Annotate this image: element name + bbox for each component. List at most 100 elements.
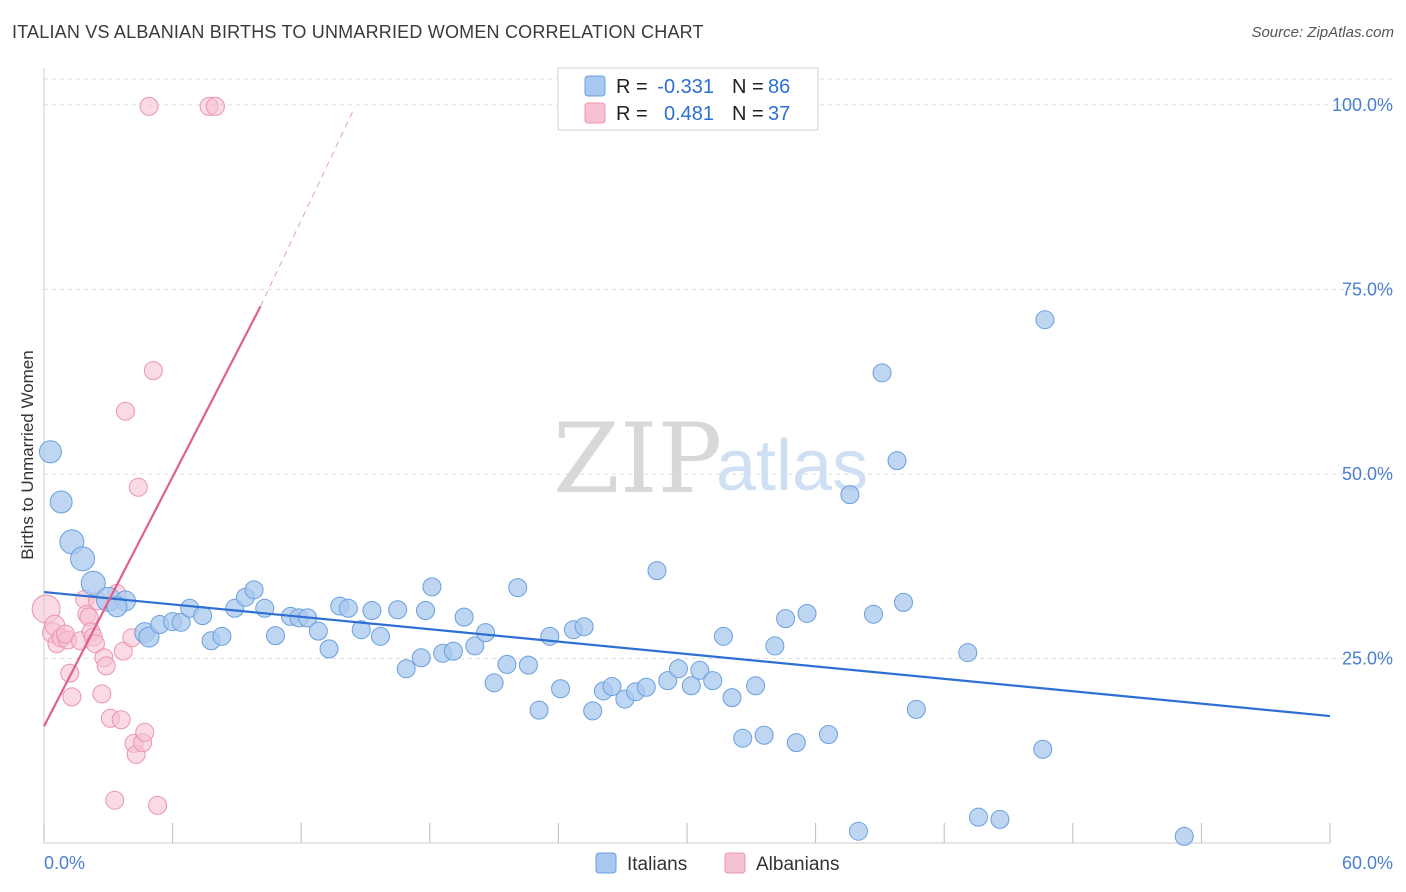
italians-point-42 [484,673,504,693]
italians-point-12 [171,612,191,632]
italians-point-61 [690,660,710,680]
albanians-point-36 [205,96,225,116]
italians-point-74 [848,821,868,841]
albanians-point-33 [143,361,163,381]
albanians-point-34 [148,795,168,815]
y-tick-label-2: 75.0% [1342,279,1393,299]
italians-point-72 [818,725,838,744]
italians-point-26 [319,639,339,659]
italians-point-32 [388,600,408,620]
series-legend-swatch-italians [595,852,617,874]
italians-point-58 [658,671,678,691]
italians-point-75 [863,604,883,624]
italians-point-31 [371,626,391,646]
italians-point-82 [990,809,1010,829]
italians-point-76 [872,363,892,383]
legend-r-value-italians: -0.331 [657,76,714,98]
italians-point-50 [574,617,594,637]
italians-point-46 [529,700,549,720]
source-credit: Source: ZipAtlas.com [1251,24,1394,41]
italians-point-79 [906,699,926,719]
italians-trend-line [43,590,1331,718]
italians-point-71 [797,603,817,623]
legend-swatch-italians [584,75,606,97]
legend-n-value-albanians: 37 [768,103,790,125]
grid-lines [44,78,1393,659]
albanians-point-32 [139,96,159,116]
albanians-point-25 [115,401,135,421]
italians-point-7 [106,596,128,618]
albanians-point-29 [128,477,148,497]
italians-point-30 [362,601,382,620]
italians-point-1 [49,490,73,514]
italians-point-62 [703,671,723,691]
italians-point-73 [840,485,860,505]
albanians-point-21 [105,790,125,810]
italians-point-3 [70,546,96,572]
italians-point-35 [416,601,436,620]
albanians-point-19 [96,656,116,676]
tick-labels: 25.0% 50.0% 75.0% 100.0% 0.0% 60.0% [44,95,1393,873]
italians-point-70 [786,733,806,753]
series-legend: Italians Albanians [595,852,839,875]
albanians-trend-extension [260,106,356,307]
italians-point-85 [1174,826,1194,846]
trend-lines [43,106,1331,727]
albanians-point-23 [111,710,131,730]
italians-point-43 [497,654,517,674]
italians-point-60 [681,676,701,696]
legend-n-label-albanians: N = [732,103,764,125]
italians-point-28 [338,598,358,618]
italians-point-69 [776,609,796,629]
italians-point-64 [722,688,742,708]
x-tick-label-0: 0.0% [44,853,85,873]
italians-point-53 [602,677,622,697]
legend-n-label-italians: N = [732,76,764,98]
italians-point-33 [396,659,416,679]
italians-point-44 [508,578,528,598]
watermark-zip: ZIP [553,403,722,515]
italians-point-77 [887,451,907,471]
italians-point-57 [647,561,667,581]
albanians-point-17 [92,684,112,704]
italians-point-83 [1033,739,1053,759]
italians-point-39 [454,607,474,627]
italians-point-67 [754,725,774,745]
y-tick-label-3: 100.0% [1332,95,1393,115]
y-tick-label-1: 50.0% [1342,464,1393,484]
italians-point-78 [893,592,913,612]
italians-point-59 [668,659,688,679]
legend-r-label-albanians: R = [616,103,648,125]
correlation-legend: R = -0.331 N = 86 R = 0.481 N = 37 [557,67,819,131]
italians-point-34 [411,648,431,668]
italians-point-14 [193,606,213,626]
italians-point-84 [1035,310,1055,330]
chart-title: ITALIAN VS ALBANIAN BIRTHS TO UNMARRIED … [12,22,704,42]
italians-points [38,310,1194,846]
italians-point-65 [733,728,753,748]
italians-point-56 [636,677,656,697]
legend-n-value-italians: 86 [768,76,790,98]
x-tick-label-1: 60.0% [1342,853,1393,873]
series-legend-label-albanians: Albanians [756,854,839,875]
y-tick-label-0: 25.0% [1342,648,1393,668]
italians-point-16 [212,626,232,646]
italians-point-21 [265,626,285,646]
albanians-point-24 [113,641,133,661]
italians-point-81 [968,807,988,827]
italians-point-19 [244,580,264,600]
legend-r-label-italians: R = [616,76,648,98]
legend-r-value-albanians: 0.481 [664,103,714,125]
italians-point-25 [308,621,328,641]
albanians-point-31 [135,722,155,742]
italians-point-4 [80,570,106,596]
italians-point-38 [443,641,463,661]
italians-point-45 [518,655,538,675]
italians-point-41 [476,623,496,643]
italians-point-40 [465,636,485,656]
legend-swatch-albanians [584,102,606,124]
italians-point-48 [551,679,571,699]
italians-point-0 [38,440,62,464]
albanians-trend-line [43,305,262,727]
